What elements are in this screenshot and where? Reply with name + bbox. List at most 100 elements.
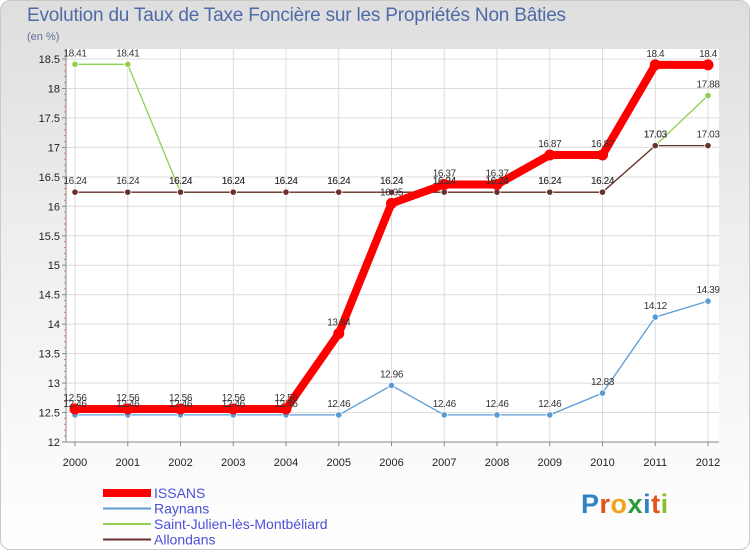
data-label: 17.03 <box>696 130 720 141</box>
legend: ISSANSRaynansSaint-Julien-lès-Montbéliar… <box>103 485 328 548</box>
data-label: 12.46 <box>485 399 509 410</box>
data-point <box>387 381 396 390</box>
data-point <box>491 179 503 191</box>
y-tick-label: 16 <box>48 201 60 213</box>
y-tick-label: 15.5 <box>39 231 60 243</box>
data-label: 16.24 <box>591 176 615 187</box>
logo-letter: x <box>627 489 644 519</box>
data-label: 16.24 <box>485 176 509 187</box>
data-point <box>387 188 396 196</box>
x-tick-label: 2002 <box>168 457 192 469</box>
data-point <box>386 197 397 209</box>
legend-label: Allondans <box>154 532 216 548</box>
data-label: 16.24 <box>433 176 457 187</box>
logo-letter: o <box>610 489 628 519</box>
data-label: 16.87 <box>591 139 615 150</box>
data-point <box>704 142 712 150</box>
data-label: 18.4 <box>699 49 718 60</box>
legend-label: ISSANS <box>154 485 205 501</box>
data-label: 16.24 <box>538 176 562 187</box>
data-label: 12.46 <box>433 399 457 410</box>
legend-label: Saint-Julien-lès-Montbéliard <box>154 516 328 532</box>
data-point <box>335 188 343 196</box>
data-label: 12.56 <box>274 393 298 404</box>
logo-letter: r <box>599 489 611 519</box>
data-point <box>546 188 554 196</box>
chart-title: Evolution du Taux de Taxe Foncière sur l… <box>27 5 566 26</box>
y-tick-label: 16.5 <box>39 172 60 184</box>
x-tick-label: 2007 <box>432 457 456 469</box>
x-tick-label: 2008 <box>485 457 509 469</box>
data-point <box>69 403 81 415</box>
data-label: 16.24 <box>274 176 298 187</box>
x-tick-label: 2001 <box>116 457 140 469</box>
data-point <box>651 313 659 321</box>
data-point <box>176 188 185 196</box>
data-label: 16.24 <box>116 176 140 187</box>
data-label: 16.24 <box>380 176 404 187</box>
data-point <box>438 179 450 191</box>
data-label: 17.03 <box>644 130 668 141</box>
data-label: 16.05 <box>380 187 404 198</box>
data-label: 16.24 <box>327 176 351 187</box>
data-point <box>546 411 554 419</box>
data-label: 16.24 <box>222 176 246 187</box>
legend-label: Raynans <box>154 501 209 517</box>
x-tick-label: 2012 <box>696 457 720 469</box>
data-label: 18.41 <box>116 48 140 59</box>
y-tick-label: 13.5 <box>39 349 60 361</box>
data-point <box>333 328 345 340</box>
data-label: 16.24 <box>327 176 351 187</box>
data-point <box>597 149 608 161</box>
data-label: 16.24 <box>274 176 298 187</box>
data-label: 12.46 <box>222 399 246 410</box>
proxiti-logo: Proxiti <box>581 489 669 520</box>
data-point <box>71 60 79 68</box>
data-point <box>71 188 79 196</box>
x-tick-label: 2006 <box>379 457 403 469</box>
data-point <box>598 188 607 196</box>
y-tick-label: 13 <box>48 378 60 390</box>
data-label: 14.12 <box>644 301 668 312</box>
data-label: 16.37 <box>485 169 509 180</box>
series-group <box>69 59 714 419</box>
x-tick-label: 2010 <box>590 457 614 469</box>
data-label: 16.24 <box>169 176 193 187</box>
data-label: 13.84 <box>327 318 351 329</box>
data-label: 12.56 <box>222 393 246 404</box>
data-point <box>124 188 132 196</box>
data-label: 12.46 <box>538 399 562 410</box>
data-label: 12.46 <box>274 399 298 410</box>
data-label: 14.39 <box>696 285 720 296</box>
data-point <box>335 411 343 419</box>
data-point <box>544 149 556 161</box>
x-tick-label: 2011 <box>643 457 667 469</box>
data-label: 17.03 <box>644 130 668 141</box>
y-tick-label: 18 <box>48 83 60 95</box>
unit-label: (en %) <box>27 31 60 43</box>
plot-area <box>66 49 719 442</box>
y-tick-label: 12.5 <box>39 408 60 420</box>
data-point <box>651 142 659 150</box>
data-point <box>122 403 134 415</box>
data-point <box>282 188 290 196</box>
data-point <box>124 60 132 68</box>
data-point <box>227 403 239 415</box>
data-label: 12.83 <box>591 377 615 388</box>
data-label: 12.46 <box>327 399 351 410</box>
data-label: 16.37 <box>433 169 457 180</box>
data-label: 16.24 <box>222 176 246 187</box>
logo-letter: t <box>651 489 661 519</box>
data-point <box>229 188 237 196</box>
data-label: 18.41 <box>63 48 87 59</box>
data-label: 17.88 <box>696 80 720 91</box>
data-label: 12.56 <box>116 393 140 404</box>
data-point <box>704 297 712 305</box>
x-tick-label: 2009 <box>538 457 562 469</box>
y-tick-label: 14 <box>48 319 60 331</box>
y-tick-label: 14.5 <box>39 290 60 302</box>
data-label: 12.46 <box>169 399 193 410</box>
data-label: 12.56 <box>63 393 87 404</box>
data-labels: 12.56 12.56 12.56 12.56 12.56 13.84 16.05 16.37… <box>63 48 720 410</box>
